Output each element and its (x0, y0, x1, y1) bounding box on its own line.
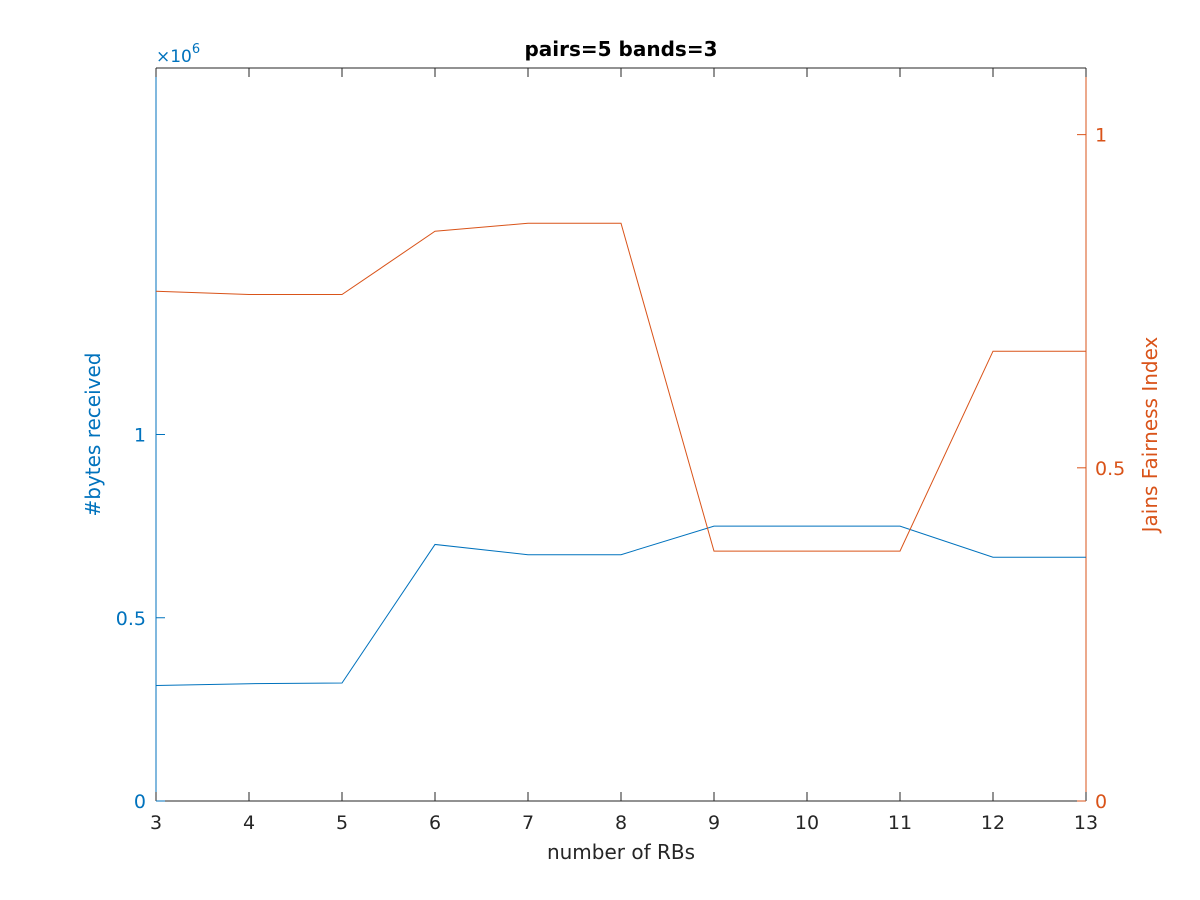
y-right-tick-label: 0 (1095, 791, 1107, 813)
x-tick-label: 8 (615, 812, 627, 834)
y-right-tick-label: 0.5 (1095, 458, 1125, 480)
chart-title: pairs=5 bands=3 (524, 37, 717, 61)
x-tick-label: 12 (981, 812, 1005, 834)
series-line-right (155, 222, 1086, 552)
x-tick-label: 6 (429, 812, 441, 834)
x-tick-label: 7 (522, 812, 534, 834)
y-left-tick-label: 0 (134, 791, 146, 813)
x-tick-label: 5 (336, 812, 348, 834)
x-tick-label: 3 (150, 812, 162, 834)
y-left-axis-label: #bytes received (81, 353, 105, 517)
x-axis-label: number of RBs (547, 840, 695, 864)
x-tick-label: 9 (708, 812, 720, 834)
y-left-exponent: ×106 (156, 42, 200, 67)
x-tick-label: 13 (1074, 812, 1098, 834)
y-right-axis-label: Jains Fairness Index (1138, 336, 1162, 534)
y-left-tick-label: 0.5 (116, 608, 146, 630)
y-right-tick-label: 1 (1095, 125, 1107, 147)
y-left-tick-label: 1 (134, 425, 146, 447)
series-line-left (155, 525, 1086, 687)
x-tick-label: 10 (795, 812, 819, 834)
x-tick-label: 4 (243, 812, 255, 834)
x-tick-label: 11 (888, 812, 912, 834)
